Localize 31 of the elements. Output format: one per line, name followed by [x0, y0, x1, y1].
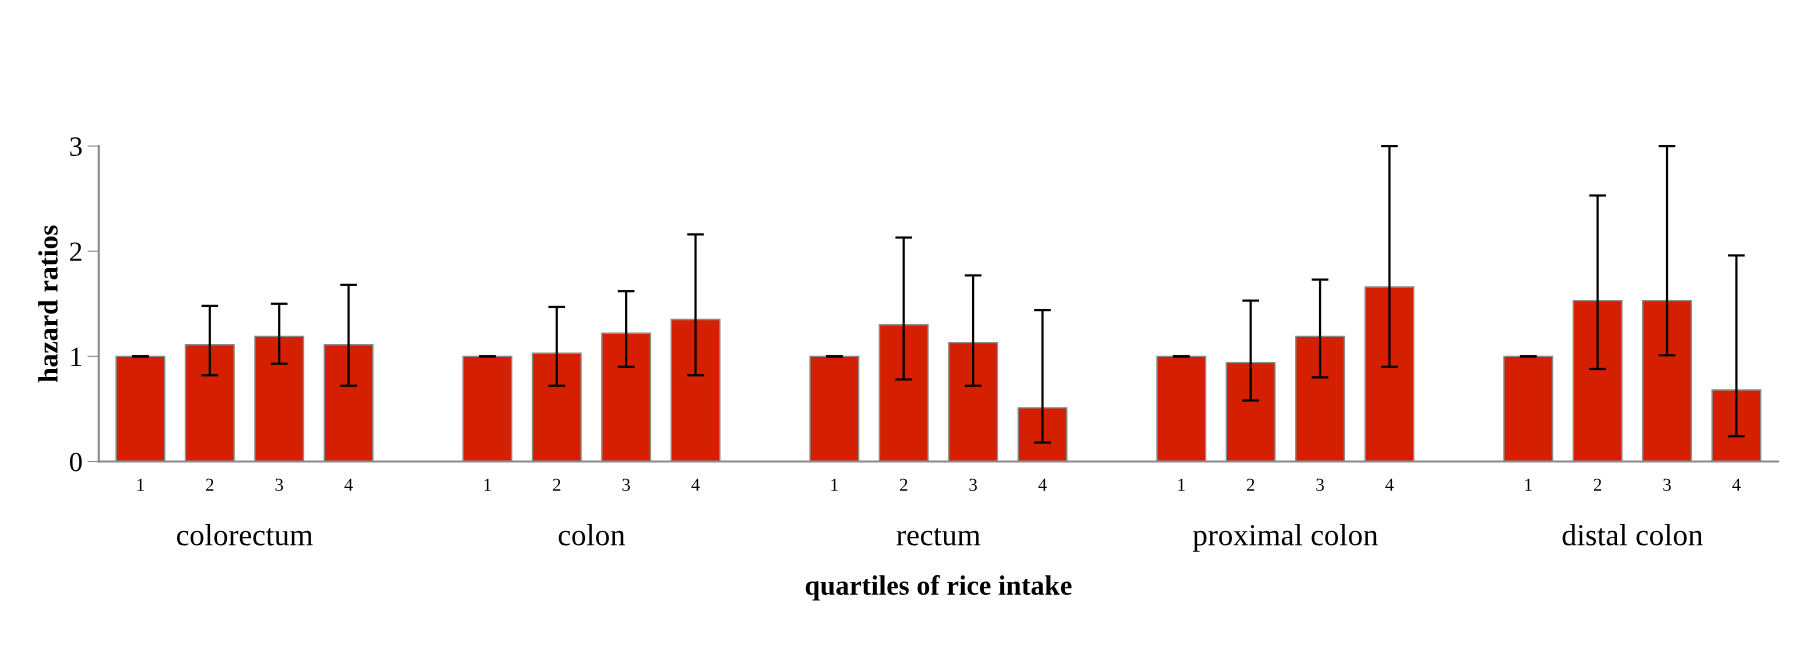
y-tick-label: 3 — [70, 137, 82, 156]
x-tick-label: 3 — [1663, 478, 1671, 491]
text: colon — [558, 523, 625, 546]
text: distal colon — [1562, 523, 1703, 546]
text: rectum — [896, 527, 981, 546]
x-axis-title: quartiles of rice intake — [805, 575, 1072, 601]
x-tick-label: 2 — [1246, 478, 1255, 491]
x-tick-label: 4 — [1385, 478, 1394, 491]
x-tick-label: 2 — [553, 478, 561, 491]
x-tick-label: 3 — [622, 478, 630, 491]
x-tick-label: 2 — [899, 478, 908, 491]
x-tick-label: 3 — [1316, 478, 1324, 491]
x-tick-label: 3 — [969, 478, 977, 491]
x-tick-label: 4 — [691, 478, 700, 491]
x-tick-label: 1 — [137, 478, 144, 491]
x-tick-label: 1 — [831, 478, 838, 491]
x-tick-label: 1 — [484, 478, 491, 491]
text: colorectum — [176, 523, 313, 546]
text: proximal colon — [1192, 523, 1378, 552]
x-tick-label: 3 — [275, 478, 283, 491]
x-tick-label: 2 — [206, 478, 214, 491]
x-tick-label: 4 — [1732, 478, 1741, 491]
y-tick-label: 0 — [69, 452, 82, 472]
x-tick-label: 1 — [1525, 478, 1532, 491]
y-axis-title: hazard ratios — [38, 225, 58, 383]
y-tick-label: 1 — [71, 347, 82, 366]
x-tick-label: 1 — [1178, 478, 1185, 491]
y-tick-label: 2 — [70, 242, 82, 261]
x-tick-label: 4 — [1038, 478, 1047, 491]
x-tick-label: 4 — [344, 478, 353, 491]
x-tick-label: 2 — [1593, 478, 1602, 491]
